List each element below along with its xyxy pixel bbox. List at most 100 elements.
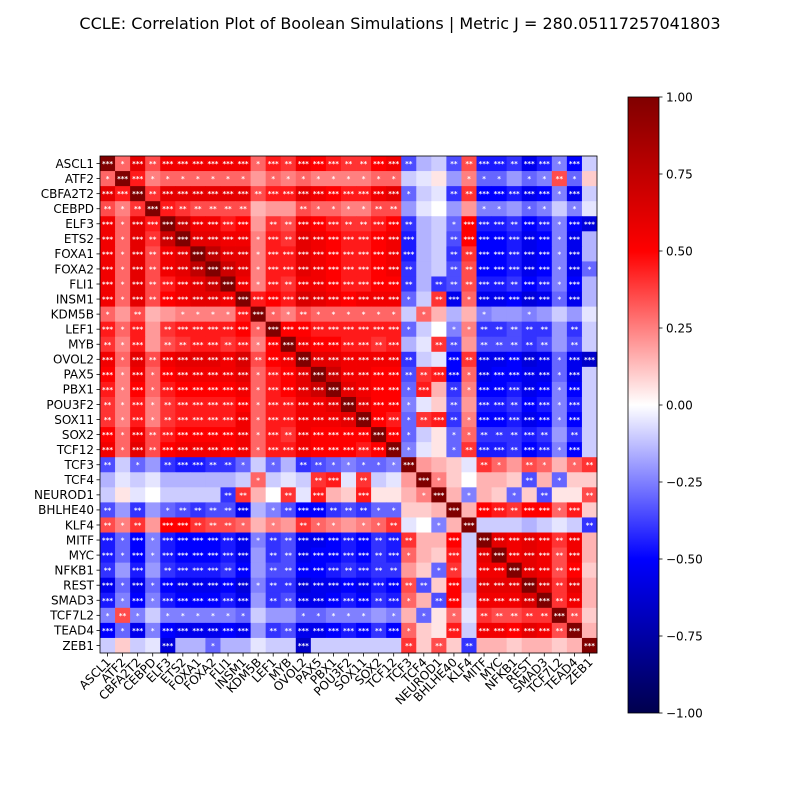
significance-marker: *** [584,220,595,228]
significance-marker: ** [285,160,293,168]
heatmap-cell [310,622,327,639]
significance-marker: *** [388,281,399,289]
heatmap-cell [416,381,432,398]
heatmap-cell [371,291,387,308]
heatmap-cell [536,427,553,443]
heatmap-cell [280,517,297,533]
heatmap-cell [566,396,583,413]
y-tick-label: BHLHE40 [38,503,94,517]
heatmap-cell [205,637,221,654]
heatmap-cell [431,532,447,548]
heatmap-cell [446,231,462,247]
significance-marker: *** [569,235,580,243]
significance-marker: ** [134,205,142,213]
significance-marker: ** [526,461,534,469]
heatmap-cell [265,472,282,488]
heatmap-cell [431,261,447,277]
significance-marker: * [121,386,125,394]
heatmap-cell [190,442,206,458]
heatmap-cell [265,562,282,579]
heatmap-cell [536,276,553,292]
heatmap-cell [506,336,523,353]
heatmap-cell [416,306,432,323]
significance-marker: *** [569,371,580,379]
heatmap-cell [506,276,523,292]
significance-marker: * [151,416,155,424]
y-tick-label: ATF2 [65,172,94,186]
heatmap-cell [491,366,508,383]
significance-marker: *** [238,386,249,394]
heatmap-cell [506,562,523,579]
significance-marker: *** [177,386,188,394]
heatmap-cell [190,276,206,292]
significance-marker: ** [164,461,172,469]
heatmap-cell [265,231,282,247]
heatmap-cell [250,246,267,262]
heatmap-cell [280,472,297,488]
heatmap-cell [115,547,131,564]
heatmap-cell [205,562,221,579]
heatmap-cell [145,291,161,308]
heatmap-cell [100,381,116,398]
heatmap-cell [175,592,191,609]
heatmap-cell [295,396,312,413]
significance-marker: *** [238,220,249,228]
significance-marker: * [166,175,170,183]
heatmap-cell [506,186,523,202]
significance-marker: ** [164,341,172,349]
significance-marker: *** [223,552,234,560]
heatmap-cell [325,321,342,338]
significance-marker: * [407,401,411,409]
significance-marker: * [256,371,260,379]
significance-marker: *** [223,326,234,334]
heatmap-cell [566,216,583,232]
significance-marker: ** [134,311,142,319]
heatmap-cell [130,622,146,639]
heatmap-cell [371,442,387,458]
significance-marker: * [271,461,275,469]
heatmap-cell [566,442,583,458]
heatmap-cell [581,321,598,338]
significance-marker: ** [405,371,413,379]
heatmap-cell [476,562,492,579]
heatmap-cell [325,517,342,533]
significance-marker: * [558,281,562,289]
heatmap-cell [431,186,447,202]
heatmap-cell [491,607,508,624]
significance-marker: *** [298,265,309,273]
significance-marker: *** [479,250,490,258]
significance-marker: * [573,175,577,183]
significance-marker: ** [556,582,564,590]
significance-marker: *** [207,341,218,349]
heatmap-cell [130,502,146,518]
significance-marker: ** [104,341,112,349]
significance-marker: *** [328,265,339,273]
significance-marker: * [121,582,125,590]
significance-marker: *** [539,265,550,273]
heatmap-cell [431,291,447,308]
heatmap-cell [145,562,161,579]
heatmap-cell [506,547,523,564]
heatmap-cell [401,592,417,609]
significance-marker: *** [132,582,143,590]
heatmap-cell [100,246,116,262]
significance-marker: *** [539,416,550,424]
significance-marker: * [437,476,441,484]
significance-marker: *** [479,506,490,514]
significance-marker: *** [373,220,384,228]
heatmap-cell [175,396,191,413]
heatmap-cell [280,261,297,277]
heatmap-cell [551,381,568,398]
heatmap-cell [130,336,146,353]
significance-marker: *** [494,250,505,258]
significance-marker: *** [192,461,203,469]
significance-marker: ** [511,446,519,454]
heatmap-cell [491,231,508,247]
significance-marker: *** [524,220,535,228]
heatmap-cell [401,577,417,594]
heatmap-cell [461,472,477,488]
heatmap-cell [175,517,191,533]
significance-marker: *** [358,296,369,304]
significance-marker: * [151,582,155,590]
heatmap-cell [115,291,131,308]
